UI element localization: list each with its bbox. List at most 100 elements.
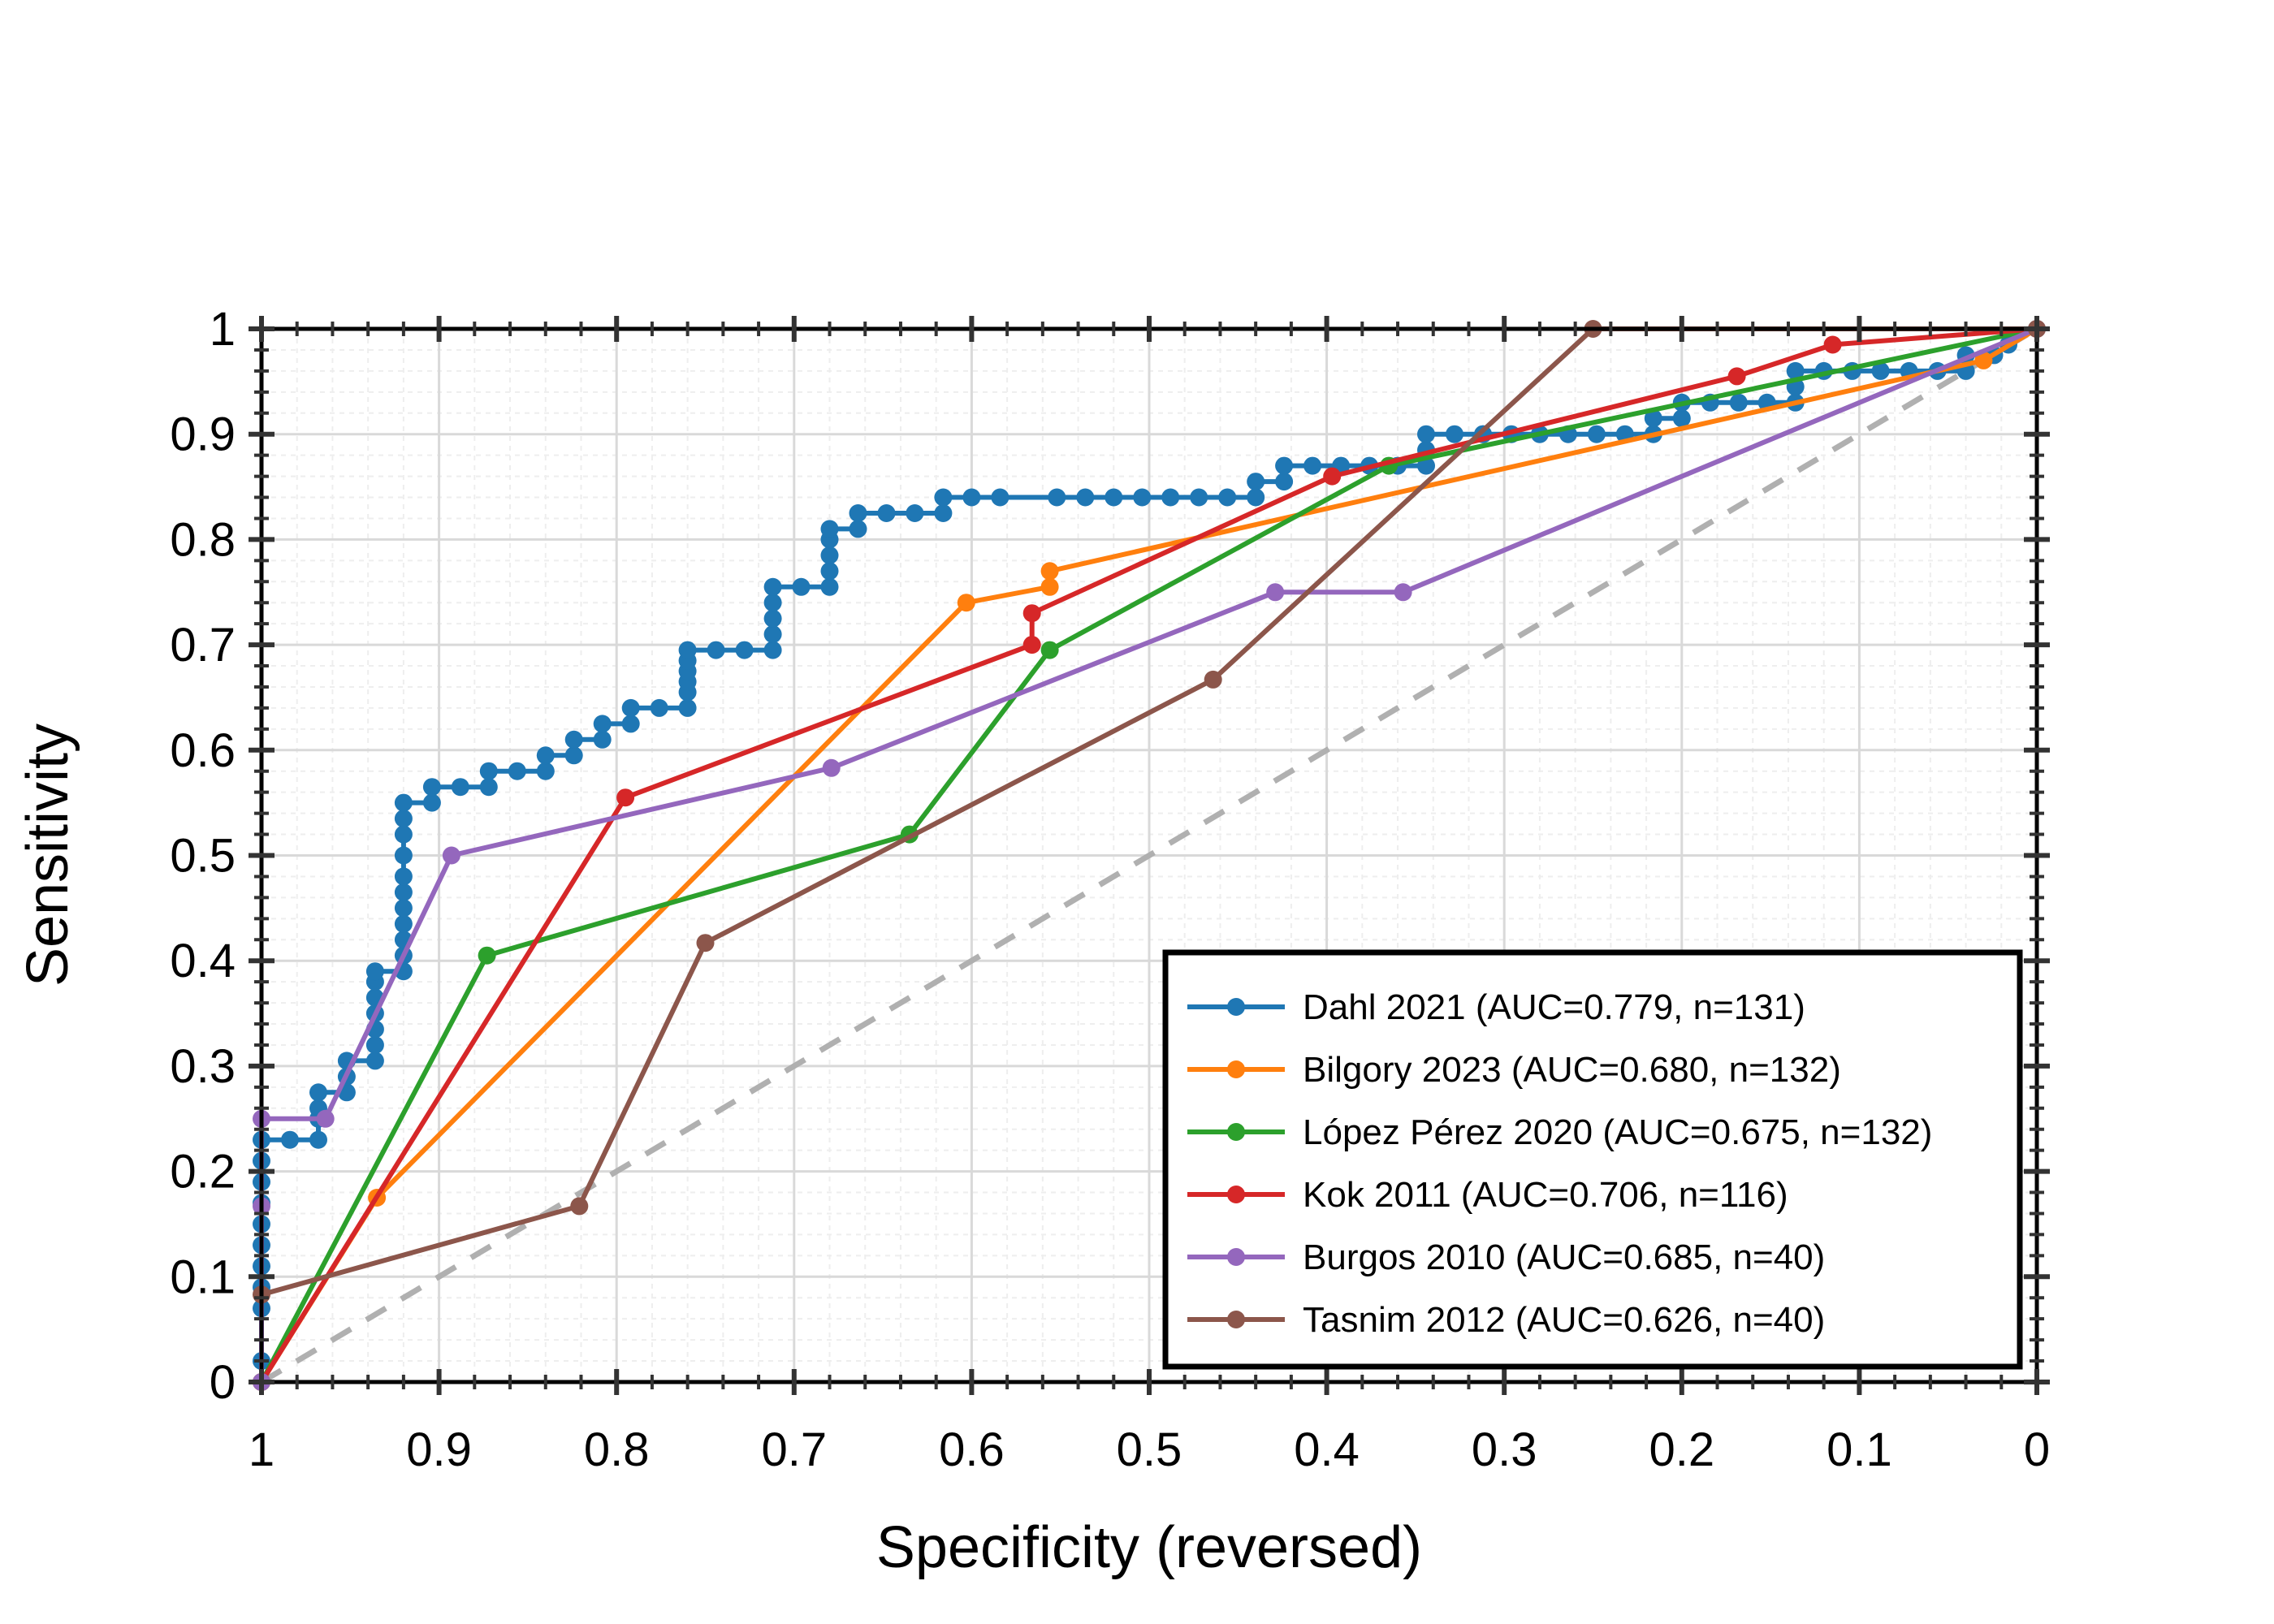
y-tick-label: 0.4	[170, 935, 236, 987]
data-point	[1247, 488, 1265, 507]
data-point	[1040, 641, 1059, 659]
legend-entry: Burgos 2010 (AUC=0.685, n=40)	[1187, 1237, 1825, 1277]
x-tick-label: 0.1	[1827, 1423, 1892, 1476]
series-line	[259, 326, 2038, 1384]
data-point	[1871, 361, 1890, 380]
axis-ticks	[249, 316, 2050, 1395]
y-tick-label: 0.6	[170, 724, 236, 777]
legend-box	[1162, 949, 2023, 1370]
data-point	[1161, 488, 1180, 507]
data-point	[394, 899, 413, 918]
data-point	[536, 746, 555, 765]
data-point	[365, 1036, 384, 1054]
data-point	[570, 1197, 589, 1216]
legend-label: Burgos 2010 (AUC=0.685, n=40)	[1303, 1237, 1825, 1277]
data-point	[877, 504, 896, 522]
data-point	[309, 1083, 327, 1102]
legend-entry: Dahl 2021 (AUC=0.779, n=131)	[1187, 987, 1805, 1027]
data-point	[1275, 456, 1294, 475]
data-point	[934, 488, 953, 507]
data-point	[820, 520, 839, 538]
data-point	[1190, 488, 1208, 507]
data-point	[564, 730, 583, 749]
data-point	[820, 562, 839, 581]
legend-label: Kok 2011 (AUC=0.706, n=116)	[1303, 1175, 1788, 1215]
legend-label: Tasnim 2012 (AUC=0.626, n=40)	[1303, 1300, 1825, 1340]
legend-entry: Tasnim 2012 (AUC=0.626, n=40)	[1187, 1300, 1825, 1340]
legend-entry: Bilgory 2023 (AUC=0.680, n=132)	[1187, 1050, 1841, 1090]
y-tick-label: 0.7	[170, 619, 236, 672]
data-point	[707, 641, 725, 659]
data-point	[696, 934, 715, 952]
data-point	[820, 546, 839, 564]
data-point	[1266, 583, 1285, 602]
data-point	[1040, 577, 1059, 596]
legend-marker-swatch	[1227, 1186, 1245, 1203]
data-point	[564, 746, 583, 765]
data-point	[763, 641, 782, 659]
data-point	[1076, 488, 1095, 507]
y-tick-label: 0	[210, 1356, 236, 1409]
data-point	[820, 577, 839, 596]
x-tick-labels: 1 0.9 0.8 0.7 0.6 0.5 0.4 0.3 0.2 0.1 0	[249, 1423, 2050, 1476]
data-point	[1729, 393, 1748, 412]
legend-marker-swatch	[1227, 1123, 1245, 1141]
y-tick-label: 0.8	[170, 513, 236, 566]
data-point	[1823, 335, 1842, 354]
data-point	[1394, 583, 1412, 602]
data-point	[822, 758, 841, 777]
y-tick-labels: 0 0.1 0.2 0.3 0.4 0.5 0.6 0.7 0.8 0.9 1	[170, 303, 236, 1409]
data-point	[1247, 473, 1265, 491]
data-point	[451, 778, 469, 797]
legend-items: Dahl 2021 (AUC=0.779, n=131) Bilgory 2023…	[1187, 987, 1932, 1340]
data-point	[394, 914, 413, 933]
legend: Dahl 2021 (AUC=0.779, n=131) Bilgory 2023…	[1162, 949, 2023, 1370]
data-point	[1303, 456, 1322, 475]
data-point	[1417, 425, 1435, 443]
data-point	[621, 715, 640, 733]
data-point	[365, 1052, 384, 1070]
data-point	[763, 577, 782, 596]
data-point	[479, 778, 498, 797]
y-axis-title: Sensitivity	[15, 723, 80, 987]
data-point	[536, 762, 555, 780]
data-point	[957, 594, 975, 612]
data-point	[593, 730, 612, 749]
data-point	[1218, 488, 1237, 507]
legend-marker-swatch	[1227, 998, 1245, 1016]
data-point	[678, 641, 697, 659]
data-point	[593, 715, 612, 733]
legend-marker-swatch	[1227, 1248, 1245, 1266]
data-point	[394, 846, 413, 865]
data-point	[1133, 488, 1152, 507]
data-point	[1022, 636, 1041, 654]
data-point	[478, 946, 496, 965]
y-tick-label: 0.5	[170, 830, 236, 883]
y-tick-label: 1	[210, 303, 236, 356]
data-point	[1587, 425, 1606, 443]
data-point	[763, 625, 782, 644]
data-point	[394, 883, 413, 901]
x-tick-label: 0.8	[584, 1423, 650, 1476]
legend-marker-swatch	[1227, 1311, 1245, 1328]
y-tick-label: 0.2	[170, 1146, 236, 1199]
data-point	[309, 1130, 327, 1149]
data-point	[365, 962, 384, 981]
x-tick-label: 0.6	[939, 1423, 1005, 1476]
data-point	[1048, 488, 1066, 507]
data-point	[991, 488, 1009, 507]
data-point	[1786, 361, 1805, 380]
data-point	[735, 641, 754, 659]
y-tick-label: 0.3	[170, 1040, 236, 1093]
data-point	[281, 1130, 299, 1149]
data-point	[442, 846, 460, 865]
y-tick-label: 0.1	[170, 1250, 236, 1303]
x-tick-label: 0	[2024, 1423, 2050, 1476]
data-point	[616, 788, 635, 807]
legend-label: Bilgory 2023 (AUC=0.680, n=132)	[1303, 1050, 1841, 1090]
data-point	[763, 609, 782, 628]
x-tick-label: 0.4	[1294, 1423, 1360, 1476]
data-point	[849, 504, 867, 522]
data-point	[1040, 562, 1059, 581]
